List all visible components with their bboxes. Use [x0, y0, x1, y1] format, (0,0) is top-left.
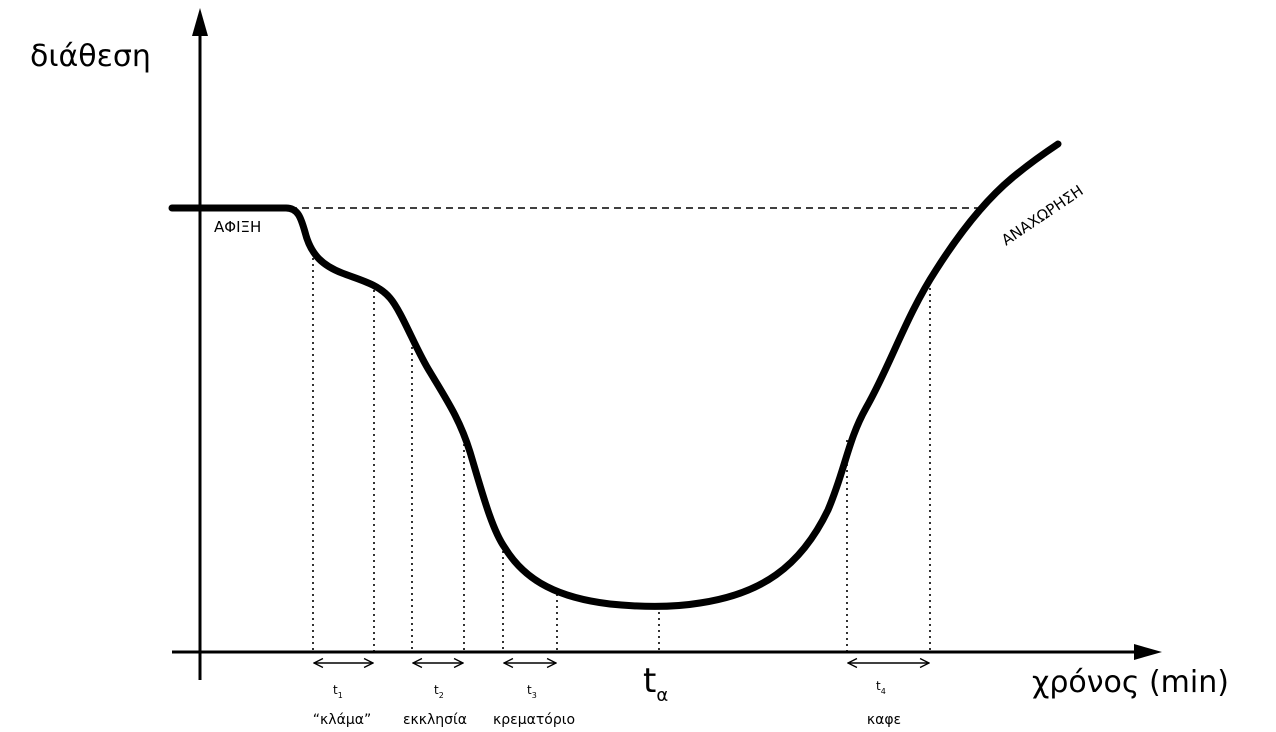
y-axis-label: διάθεση	[30, 39, 151, 74]
t3-name: κρεματόριο	[493, 712, 575, 728]
departure-label: ΑΝΑΧΩΡΗΣΗ	[998, 182, 1086, 250]
t2-name: εκκλησία	[403, 712, 467, 728]
arrival-label: ΑΦΙΞΗ	[214, 218, 261, 236]
t4-name: καφε	[867, 712, 901, 728]
t3-symbol: t3	[527, 683, 537, 700]
x-axis-label: χρόνος (min)	[1032, 665, 1229, 700]
mood-curve	[168, 140, 1062, 610]
t1-name: “κλάμα”	[313, 712, 371, 728]
y-axis-arrowhead	[192, 8, 208, 36]
t2-symbol: t2	[434, 683, 444, 700]
minimum-time-label: tα	[643, 661, 668, 706]
t1-symbol: t1	[333, 683, 343, 700]
x-axis-arrowhead	[1134, 644, 1162, 660]
interval-guides	[312, 258, 931, 652]
t4-symbol: t4	[876, 679, 886, 696]
